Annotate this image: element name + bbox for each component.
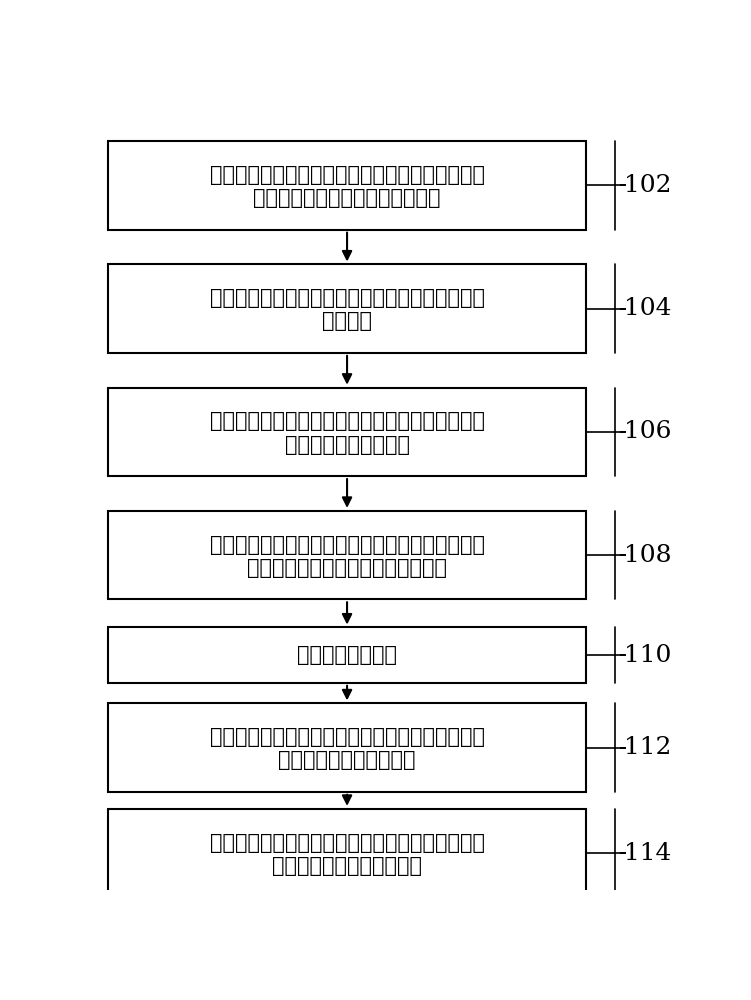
Bar: [108, 627, 586, 683]
Text: 间确定为目标喷墨间隔时间: 间确定为目标喷墨间隔时间: [272, 856, 422, 876]
Bar: [108, 264, 586, 353]
Text: 对采用不同喷墨时间间隔进行打印得到的多个测试: 对采用不同喷墨时间间隔进行打印得到的多个测试: [210, 165, 484, 185]
Text: 104: 104: [623, 297, 671, 320]
Text: 根据散滤分布矩阵和预设收敛阈值确定相应的墨迹: 根据散滤分布矩阵和预设收敛阈值确定相应的墨迹: [210, 727, 484, 747]
Text: 将收敛区间最小的墨迹灰度图像对应的喷墨间隔时: 将收敛区间最小的墨迹灰度图像对应的喷墨间隔时: [210, 833, 484, 853]
Text: 112: 112: [623, 736, 671, 759]
Bar: [108, 809, 586, 897]
Bar: [108, 141, 586, 230]
Text: 域中包含有多个像素点: 域中包含有多个像素点: [285, 435, 409, 455]
Text: 张墨迹灰度图像对应的散滤分布矩阵: 张墨迹灰度图像对应的散滤分布矩阵: [247, 558, 447, 578]
Text: 灰度图像对应的收敛区间: 灰度图像对应的收敛区间: [279, 750, 416, 770]
Text: 106: 106: [623, 420, 671, 443]
Text: 样本进行扫描，得到多张扫描图像: 样本进行扫描，得到多张扫描图像: [253, 188, 441, 208]
Text: 根据每个测试区域中的多个像素点的灰度值确定每: 根据每个测试区域中的多个像素点的灰度值确定每: [210, 535, 484, 555]
Text: 110: 110: [623, 644, 671, 667]
Text: 102: 102: [623, 174, 671, 197]
Text: 灰度图像: 灰度图像: [322, 311, 372, 331]
Text: 确定每个打印测试点对应的测试区域，每个测试区: 确定每个打印测试点对应的测试区域，每个测试区: [210, 411, 484, 431]
Text: 分别对每个扫描图像进行灰度处理得到相应的墨迹: 分别对每个扫描图像进行灰度处理得到相应的墨迹: [210, 288, 484, 308]
Bar: [108, 388, 586, 476]
Text: 114: 114: [623, 842, 671, 865]
Bar: [108, 703, 586, 792]
Text: 108: 108: [623, 544, 671, 567]
Bar: [108, 511, 586, 599]
Text: 获取预设收敛阈值: 获取预设收敛阈值: [297, 645, 397, 665]
